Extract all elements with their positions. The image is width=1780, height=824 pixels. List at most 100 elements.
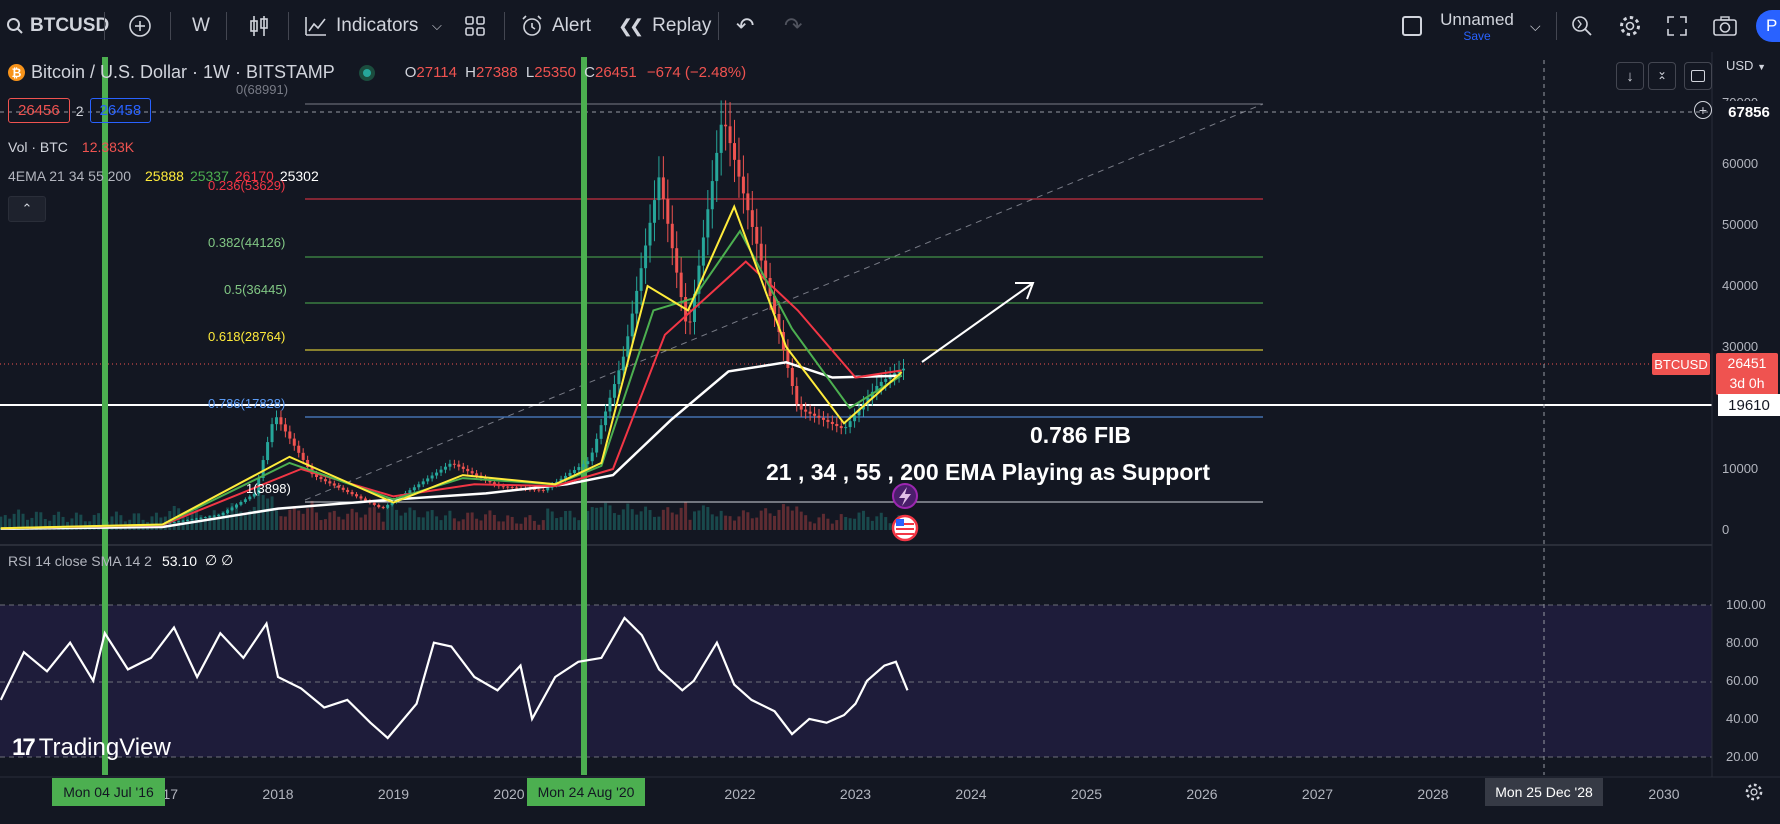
rsi-tick-label: 100.00 <box>1726 596 1766 612</box>
candle-body <box>586 461 590 465</box>
bid-price[interactable]: 26456 <box>8 98 70 123</box>
symbol-search-button[interactable]: BTCUSD <box>6 0 109 52</box>
maximize-pane-button[interactable] <box>1684 62 1712 90</box>
indicators-dropdown-button[interactable]: ⌵ <box>432 0 442 52</box>
candle-body <box>808 411 812 414</box>
candle-body <box>337 485 341 488</box>
lightning-event-icon[interactable] <box>892 483 918 509</box>
volume-bar <box>332 510 336 530</box>
volume-bar <box>377 512 381 530</box>
settings-button[interactable] <box>1618 0 1642 52</box>
interval-label: W <box>192 15 210 36</box>
ema-34-line <box>0 229 903 530</box>
select-layout-checkbox[interactable] <box>1402 0 1422 52</box>
quick-search-icon <box>1572 16 1592 36</box>
undo-button[interactable]: ↶ <box>736 0 754 52</box>
marker-line-2[interactable] <box>581 57 587 775</box>
volume-bar <box>110 516 114 530</box>
volume-bar <box>248 510 252 530</box>
time-tick-label: 2024 <box>955 786 987 802</box>
layouts-button[interactable] <box>464 0 486 52</box>
candle-body <box>461 466 465 469</box>
volume-bar <box>755 517 759 530</box>
collapse-button[interactable]: ⌄ ⌃ <box>1648 62 1676 90</box>
volume-bar <box>541 520 545 530</box>
indicators-icon <box>305 17 326 36</box>
collapse-legend-button[interactable]: ⌃ <box>8 196 46 222</box>
time-tick-label: 2028 <box>1417 786 1449 802</box>
compare-symbol-button[interactable] <box>128 0 152 52</box>
candle-body <box>515 487 519 489</box>
currency-selector[interactable]: USD ▼ <box>1726 58 1766 73</box>
candle-body <box>266 442 270 461</box>
marker-line-1[interactable] <box>102 57 108 775</box>
rsi-tick-label: 60.00 <box>1726 672 1759 688</box>
volume-bar <box>608 505 612 530</box>
volume-bar <box>266 498 270 530</box>
volume-bar <box>97 513 101 530</box>
volume-bar <box>550 511 554 530</box>
volume-legend[interactable]: Vol · BTC 12.383K <box>8 139 134 155</box>
save-button[interactable]: Save <box>1463 29 1491 43</box>
ask-price[interactable]: 26458 <box>89 98 152 123</box>
time-axis-settings-button[interactable] <box>1740 778 1768 806</box>
interval-button[interactable]: W <box>192 0 210 52</box>
layout-menu-button[interactable]: ⌵ <box>1530 0 1541 52</box>
fib-annotation[interactable]: 0.786 FIB <box>1030 422 1131 448</box>
indicators-button[interactable]: Indicators <box>304 0 418 52</box>
volume-bar <box>737 516 741 530</box>
candle-body <box>568 472 572 476</box>
rsi-band <box>0 605 1712 757</box>
currency-label: USD <box>1726 58 1754 73</box>
volume-bar <box>17 509 21 530</box>
volume-bar <box>341 519 345 530</box>
open-value: 27114 <box>416 64 457 81</box>
candle-body <box>408 490 412 494</box>
profile-button[interactable]: P <box>1756 10 1780 42</box>
main-legend[interactable]: ₿ Bitcoin / U.S. Dollar · 1W · BITSTAMP … <box>8 62 746 83</box>
candle-body <box>621 356 625 371</box>
volume-bar <box>479 520 483 530</box>
candle-body <box>488 480 492 483</box>
us-flag-event-icon[interactable] <box>891 514 919 542</box>
snapshot-button[interactable] <box>1712 0 1738 52</box>
candle-body <box>377 504 381 508</box>
candle-body <box>194 518 198 520</box>
candle-body <box>733 143 737 160</box>
alert-button[interactable]: Alert <box>520 0 591 52</box>
volume-bar <box>777 509 781 530</box>
volume-bar <box>692 511 696 530</box>
volume-bar <box>857 512 861 530</box>
candle-body <box>848 421 852 428</box>
redo-button[interactable]: ↷ <box>784 0 802 52</box>
price-tick-label: 60000 <box>1722 156 1759 171</box>
ema-legend[interactable]: 4EMA 21 34 55 200 25888 25337 26170 2530… <box>8 168 319 184</box>
volume-bar <box>48 520 52 530</box>
time-axis-panel[interactable] <box>0 777 1780 824</box>
add-alert-plus-button[interactable]: + <box>1694 101 1712 119</box>
candle-body <box>604 411 608 426</box>
fullscreen-button[interactable] <box>1666 0 1688 52</box>
layout-name-button[interactable]: Unnamed Save <box>1440 10 1514 43</box>
candle-body <box>581 464 585 468</box>
price-tick-label: 50000 <box>1722 217 1759 232</box>
chart-style-button[interactable] <box>248 0 270 52</box>
rsi-legend[interactable]: RSI 14 close SMA 14 2 53.10 ∅ ∅ <box>8 552 233 569</box>
replay-button[interactable]: ❮❮ Replay <box>618 0 711 52</box>
divider <box>170 12 171 40</box>
volume-bar <box>355 512 359 530</box>
volume-bar <box>150 516 154 530</box>
candle-body <box>341 487 345 490</box>
quick-search-button[interactable] <box>1570 0 1594 52</box>
chart-area[interactable]: ₿ Bitcoin / U.S. Dollar · 1W · BITSTAMP … <box>0 52 1780 824</box>
tradingview-logo[interactable]: 17 TradingView <box>12 734 171 762</box>
chart-canvas[interactable] <box>0 52 1780 824</box>
candle-body <box>208 516 212 518</box>
volume-bar <box>599 507 603 530</box>
ema-support-annotation[interactable]: 21 , 34 , 55 , 200 EMA Playing as Suppor… <box>766 459 1210 485</box>
scroll-down-button[interactable]: ↓ <box>1616 62 1644 90</box>
volume-bar <box>870 520 874 530</box>
candle-body <box>777 313 781 333</box>
arrow-annotation[interactable] <box>921 282 1035 363</box>
volume-bar <box>426 511 430 530</box>
